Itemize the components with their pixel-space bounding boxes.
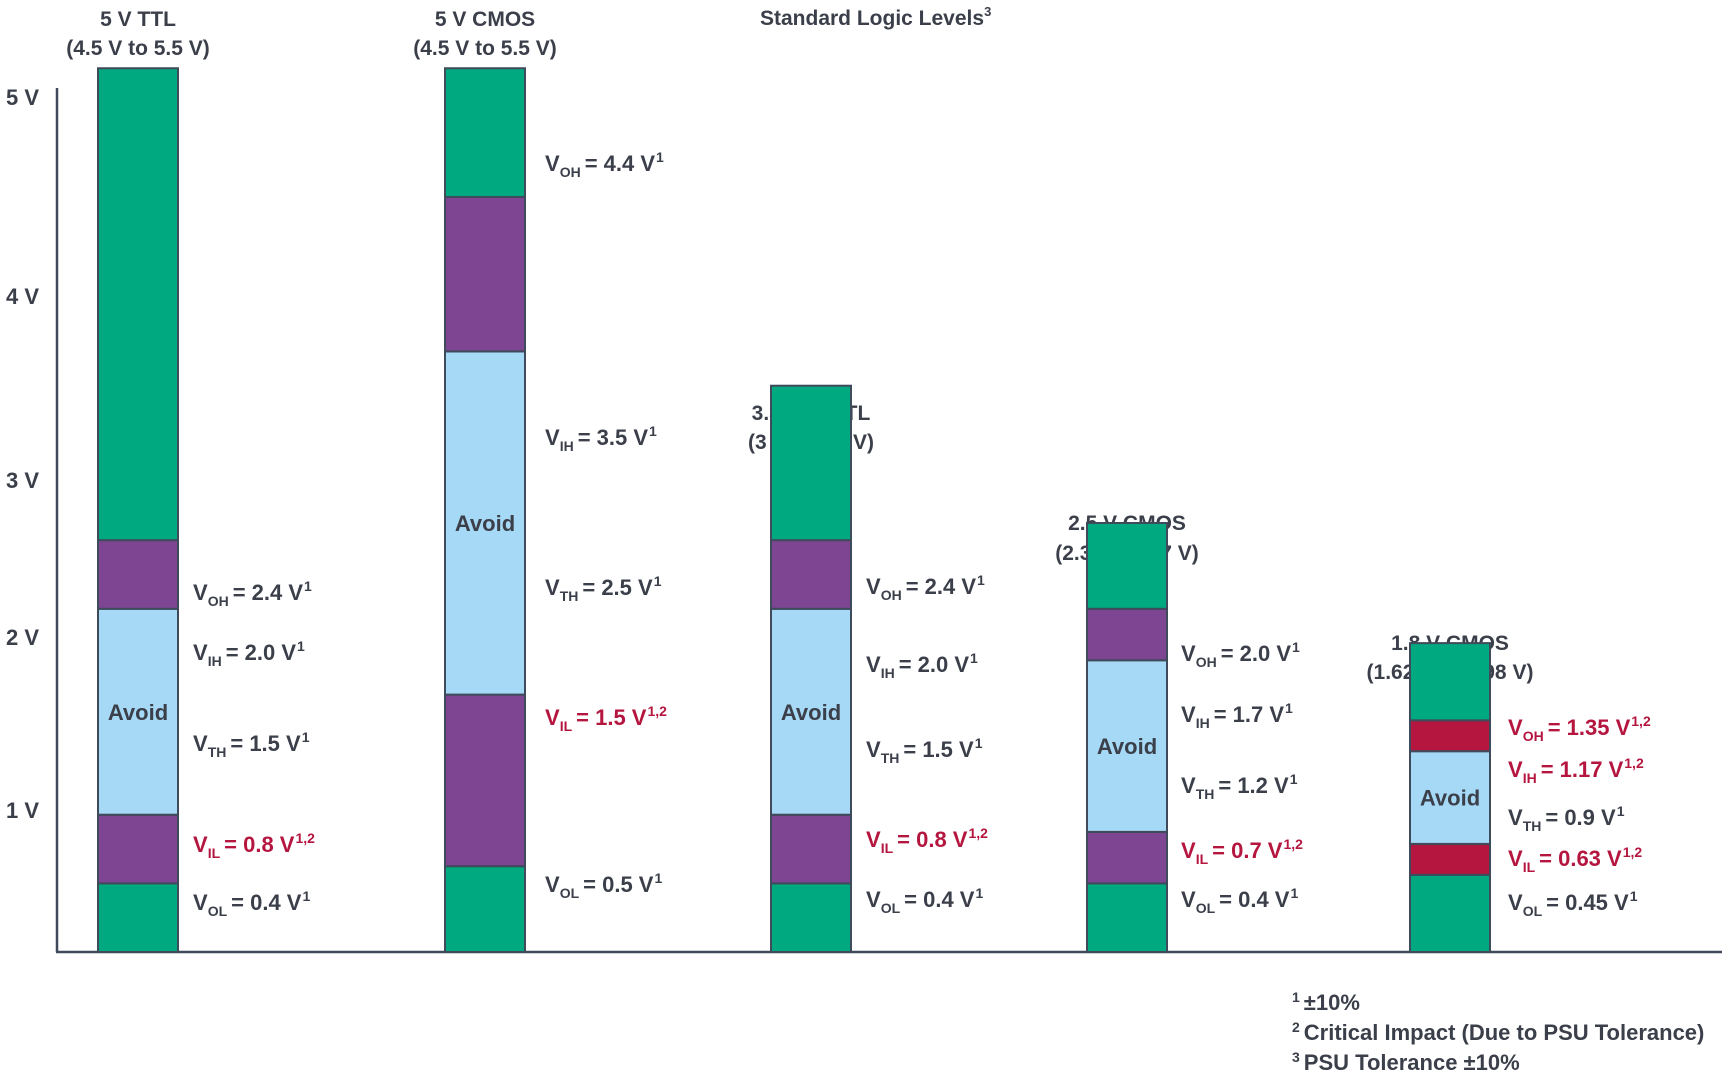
level-label-oh: VOH = 2.4 V1 xyxy=(866,572,985,603)
level-label-il: VIL = 0.8 V1,2 xyxy=(866,825,988,856)
level-label-ih: VIH = 1.7 V1 xyxy=(1181,700,1293,731)
bar-segment-green xyxy=(1409,642,1491,722)
footnote: 1 ±10% xyxy=(1292,989,1360,1015)
level-label-th: VTH = 0.9 V1 xyxy=(1508,803,1625,834)
bar-segment-purple xyxy=(97,813,179,885)
y-tick-label: 1 V xyxy=(6,798,39,823)
level-label-ih: VIH = 1.17 V1,2 xyxy=(1508,755,1644,786)
bar-segment-avoid xyxy=(1086,659,1168,833)
bar-segment-purple xyxy=(444,195,526,353)
level-label-il: VIL = 0.63 V1,2 xyxy=(1508,844,1642,875)
family-name: 5 V CMOS xyxy=(435,8,535,31)
level-label-ol: VOL = 0.4 V1 xyxy=(866,885,983,916)
level-label-oh: VOH = 1.35 V1,2 xyxy=(1508,713,1651,744)
bar-segment-avoid xyxy=(1409,750,1491,845)
logic-family-cmos5: 5 V CMOS (4.5 V to 5.5 V) Avoid VOH = 4.4 V1… xyxy=(413,8,667,954)
level-label-ol: VOL = 0.5 V1 xyxy=(545,870,662,901)
bar-segment-green xyxy=(1086,522,1168,610)
y-axis-tick-labels: 1 V 2 V 3 V 4 V 5 V xyxy=(6,85,39,823)
bar-segment-green xyxy=(444,67,526,198)
avoid-label: Avoid xyxy=(1420,786,1480,811)
bar-segment-avoid xyxy=(97,607,179,816)
y-tick-label: 5 V xyxy=(6,85,39,110)
level-label-th: VTH = 2.5 V1 xyxy=(545,573,662,604)
family-range: (4.5 V to 5.5 V) xyxy=(66,37,210,60)
bar-segment-purple xyxy=(1086,607,1168,662)
level-label-ih: VIH = 3.5 V1 xyxy=(545,423,657,454)
logic-family-ttl5: 5 V TTL (4.5 V to 5.5 V) Avoid VOH = 2.4 V1 V… xyxy=(66,8,315,953)
family-name: 5 V TTL xyxy=(100,8,176,31)
level-label-ih: VIH = 2.0 V1 xyxy=(866,650,978,681)
bar-segment-purple xyxy=(770,539,852,610)
footnotes: 1 ±10% 2 Critical Impact (Due to PSU Tolera… xyxy=(1292,989,1704,1075)
avoid-label: Avoid xyxy=(455,511,515,536)
y-tick-label: 3 V xyxy=(6,468,39,493)
bar-segment-purple xyxy=(444,693,526,868)
level-label-oh: VOH = 4.4 V1 xyxy=(545,149,664,180)
level-label-oh: VOH = 2.4 V1 xyxy=(193,578,312,609)
y-tick-label: 2 V xyxy=(6,625,39,650)
avoid-label: Avoid xyxy=(1097,734,1157,759)
diagram-title: Standard Logic Levels3 xyxy=(760,4,991,30)
footnote: 3 PSU Tolerance ±10% xyxy=(1292,1049,1520,1075)
bar-segment-purple xyxy=(770,813,852,885)
avoid-label: Avoid xyxy=(781,700,841,725)
level-label-oh: VOH = 2.0 V1 xyxy=(1181,639,1300,670)
bar-segment-purple xyxy=(97,539,179,610)
bar-segment-green xyxy=(444,865,526,954)
bar-segment-critical xyxy=(1409,842,1491,876)
bar-segment-purple xyxy=(1086,830,1168,885)
bar-segment-green xyxy=(97,67,179,542)
level-label-ol: VOL = 0.45 V1 xyxy=(1508,888,1638,919)
level-label-il: VIL = 0.7 V1,2 xyxy=(1181,836,1303,867)
bar-segment-critical xyxy=(1409,719,1491,753)
level-label-ih: VIH = 2.0 V1 xyxy=(193,638,305,669)
logic-families: 5 V TTL (4.5 V to 5.5 V) Avoid VOH = 2.4 V1 V… xyxy=(66,8,1651,954)
level-label-ol: VOL = 0.4 V1 xyxy=(1181,885,1298,916)
family-range: (4.5 V to 5.5 V) xyxy=(413,37,557,60)
bar-segment-green xyxy=(770,882,852,953)
level-label-il: VIL = 1.5 V1,2 xyxy=(545,703,667,734)
y-tick-label: 4 V xyxy=(6,284,39,309)
bar-segment-green xyxy=(97,882,179,953)
level-label-ol: VOL = 0.4 V1 xyxy=(193,888,310,919)
bar-segment-avoid xyxy=(770,607,852,816)
level-label-th: VTH = 1.2 V1 xyxy=(1181,771,1298,802)
bar-segment-green xyxy=(770,384,852,542)
level-label-th: VTH = 1.5 V1 xyxy=(866,735,983,766)
avoid-label: Avoid xyxy=(108,700,168,725)
bar-segment-green xyxy=(1409,873,1491,954)
bar-segment-green xyxy=(1086,882,1168,953)
level-label-il: VIL = 0.8 V1,2 xyxy=(193,830,315,861)
footnote: 2 Critical Impact (Due to PSU Tolerance) xyxy=(1292,1019,1704,1045)
level-label-th: VTH = 1.5 V1 xyxy=(193,729,310,760)
